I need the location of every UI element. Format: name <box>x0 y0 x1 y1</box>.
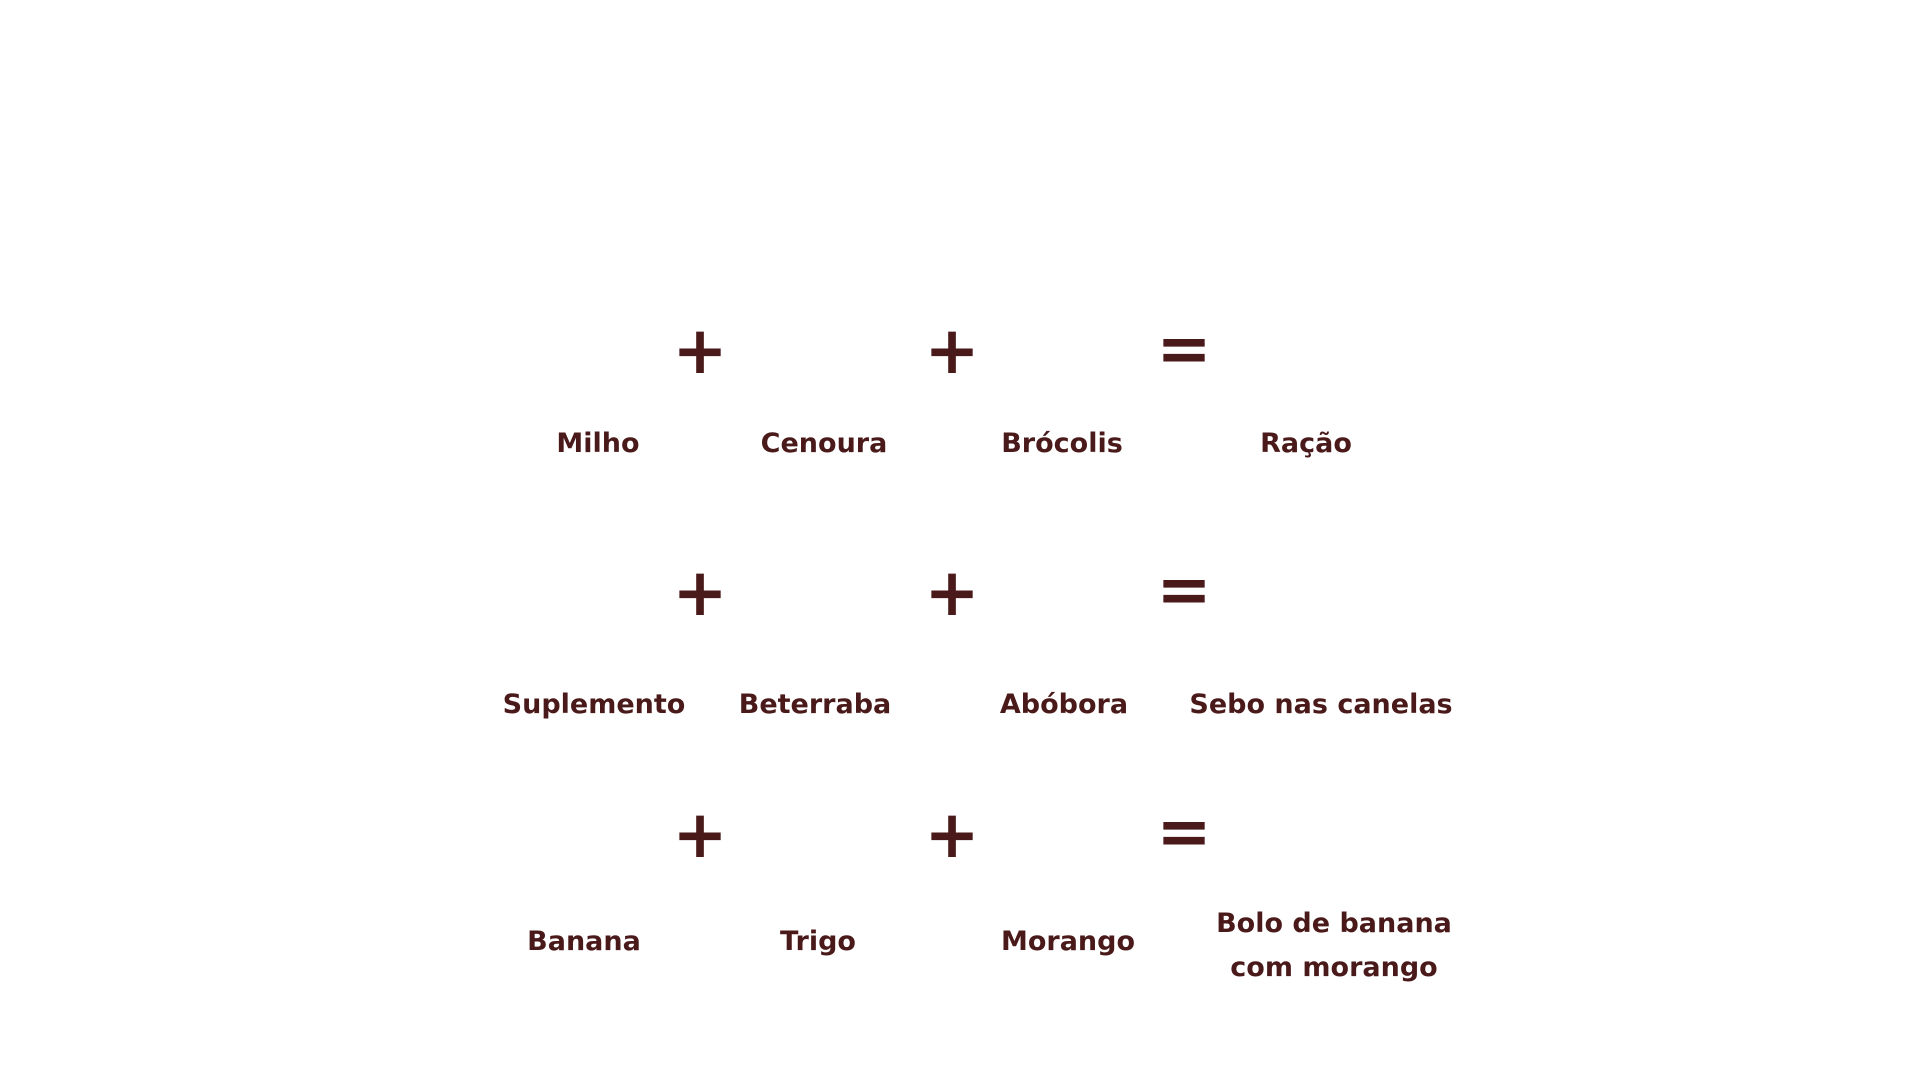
ingredient-label-trigo: Trigo <box>780 926 856 957</box>
plus-icon: + <box>924 312 980 389</box>
ingredient-label-cenoura: Cenoura <box>760 428 888 459</box>
equals-icon: = <box>1156 310 1212 387</box>
plus-icon: + <box>672 312 728 389</box>
ingredient-label-morango: Morango <box>1000 926 1136 957</box>
ingredient-label-milho: Milho <box>556 428 640 459</box>
plus-icon: + <box>924 554 980 631</box>
equals-icon: = <box>1156 551 1212 628</box>
result-label-bolo-de-banana-com-morango: Bolo de banana com morango <box>1216 908 1452 983</box>
ingredient-label-abobora: Abóbora <box>999 689 1129 720</box>
ingredient-label-banana: Banana <box>527 926 641 957</box>
plus-icon: + <box>672 554 728 631</box>
result-label-racao: Ração <box>1260 428 1352 459</box>
equals-icon: = <box>1156 793 1212 870</box>
ingredient-label-beterraba: Beterraba <box>738 689 892 720</box>
plus-icon: + <box>672 796 728 873</box>
ingredient-label-brocolis: Brócolis <box>1001 428 1123 459</box>
ingredient-label-suplemento: Suplemento <box>502 689 686 720</box>
plus-icon: + <box>924 796 980 873</box>
result-label-sebo-nas-canelas: Sebo nas canelas <box>1189 689 1453 720</box>
